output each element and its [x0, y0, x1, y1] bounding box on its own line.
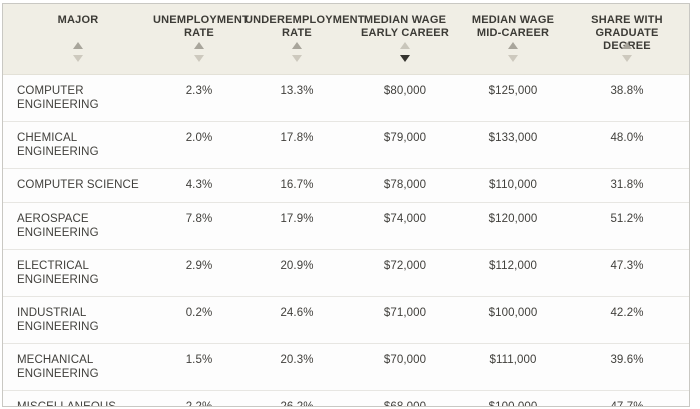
sort-descending-icon[interactable] — [194, 55, 204, 62]
cell-median-wage-early-career: $72,000 — [383, 260, 427, 272]
cell-unemployment-rate: 7.8% — [185, 213, 213, 225]
cell-underemployment-rate: 20.9% — [280, 260, 314, 272]
sort-ascending-icon[interactable] — [73, 42, 83, 49]
sort-descending-icon[interactable] — [400, 55, 410, 62]
column-header-label: UNDEREMPLOYMENT RATE — [245, 14, 365, 39]
cell-underemployment-rate: 17.8% — [280, 132, 314, 144]
cell-median-wage-early-career: $78,000 — [383, 179, 427, 191]
cell-underemployment-rate: 16.7% — [280, 179, 314, 191]
column-header-median-wage-mid-career[interactable]: MEDIAN WAGE MID-CAREER — [461, 4, 565, 74]
column-header-underemployment-rate[interactable]: UNDEREMPLOYMENT RATE — [245, 4, 365, 74]
column-header-label: MAJOR — [57, 14, 99, 26]
table-header-row: MAJOR UNEMPLOYMENT RATE UNDEREMPLOYMENT … — [3, 4, 689, 75]
cell-median-wage-mid-career: $125,000 — [488, 85, 538, 97]
cell-share-with-graduate-degree: 47.7% — [610, 401, 644, 407]
sort-ascending-icon[interactable] — [400, 42, 410, 49]
cell-share-with-graduate-degree: 51.2% — [610, 213, 644, 225]
cell-unemployment-rate: 1.5% — [185, 354, 213, 366]
cell-major: ELECTRICAL ENGINEERING — [17, 260, 99, 286]
cell-share-with-graduate-degree: 31.8% — [610, 179, 644, 191]
table-body: COMPUTER ENGINEERING 2.3% 13.3% $80,000 $125… — [3, 75, 689, 407]
cell-unemployment-rate: 2.3% — [185, 85, 213, 97]
cell-unemployment-rate: 0.2% — [185, 307, 213, 319]
cell-median-wage-mid-career: $120,000 — [488, 213, 538, 225]
cell-median-wage-early-career: $80,000 — [383, 85, 427, 97]
sort-descending-icon[interactable] — [622, 55, 632, 62]
cell-major: MISCELLANEOUS ENGINEERING — [17, 401, 117, 407]
column-header-label: MEDIAN WAGE EARLY CAREER — [361, 14, 449, 39]
cell-share-with-graduate-degree: 38.8% — [610, 85, 644, 97]
column-header-share-with-graduate-degree[interactable]: SHARE WITH GRADUATE DEGREE — [565, 4, 689, 74]
table-row: MECHANICAL ENGINEERING 1.5% 20.3% $70,000 $1… — [3, 343, 689, 390]
cell-unemployment-rate: 2.0% — [185, 132, 213, 144]
column-header-median-wage-early-career[interactable]: MEDIAN WAGE EARLY CAREER — [349, 4, 461, 74]
table-row: COMPUTER ENGINEERING 2.3% 13.3% $80,000 $125… — [3, 75, 689, 121]
sort-descending-icon[interactable] — [73, 55, 83, 62]
cell-median-wage-mid-career: $133,000 — [488, 132, 538, 144]
cell-underemployment-rate: 26.2% — [280, 401, 314, 407]
cell-share-with-graduate-degree: 48.0% — [610, 132, 644, 144]
cell-median-wage-early-career: $71,000 — [383, 307, 427, 319]
cell-unemployment-rate: 2.2% — [185, 401, 213, 407]
cell-major: COMPUTER ENGINEERING — [17, 85, 99, 111]
table-row: ELECTRICAL ENGINEERING 2.9% 20.9% $72,000 $1… — [3, 249, 689, 296]
cell-major: AEROSPACE ENGINEERING — [17, 213, 99, 239]
cell-share-with-graduate-degree: 47.3% — [610, 260, 644, 272]
cell-underemployment-rate: 24.6% — [280, 307, 314, 319]
sort-ascending-icon[interactable] — [194, 42, 204, 49]
sort-ascending-icon[interactable] — [622, 42, 632, 49]
cell-major: COMPUTER SCIENCE — [17, 179, 139, 191]
sort-descending-icon[interactable] — [292, 55, 302, 62]
cell-median-wage-mid-career: $100,000 — [488, 307, 538, 319]
cell-median-wage-early-career: $68,000 — [383, 401, 427, 407]
table-row: CHEMICAL ENGINEERING 2.0% 17.8% $79,000 $133… — [3, 121, 689, 168]
sort-ascending-icon[interactable] — [508, 42, 518, 49]
cell-unemployment-rate: 4.3% — [185, 179, 213, 191]
cell-major: CHEMICAL ENGINEERING — [17, 132, 99, 158]
cell-median-wage-early-career: $74,000 — [383, 213, 427, 225]
cell-share-with-graduate-degree: 42.2% — [610, 307, 644, 319]
table-row: INDUSTRIAL ENGINEERING 0.2% 24.6% $71,000 $1… — [3, 296, 689, 343]
cell-major: INDUSTRIAL ENGINEERING — [17, 307, 99, 333]
sort-ascending-icon[interactable] — [292, 42, 302, 49]
cell-median-wage-mid-career: $111,000 — [489, 354, 537, 366]
column-header-major[interactable]: MAJOR — [3, 4, 153, 74]
column-header-label: MEDIAN WAGE MID-CAREER — [471, 14, 555, 39]
cell-median-wage-early-career: $70,000 — [383, 354, 427, 366]
cell-underemployment-rate: 20.3% — [280, 354, 314, 366]
cell-underemployment-rate: 17.9% — [280, 213, 314, 225]
majors-data-table: MAJOR UNEMPLOYMENT RATE UNDEREMPLOYMENT … — [2, 3, 690, 407]
cell-median-wage-mid-career: $112,000 — [489, 260, 537, 272]
sort-descending-icon[interactable] — [508, 55, 518, 62]
cell-median-wage-mid-career: $100,000 — [488, 401, 538, 407]
cell-underemployment-rate: 13.3% — [280, 85, 314, 97]
table-row: COMPUTER SCIENCE 4.3% 16.7% $78,000 $110,000… — [3, 168, 689, 202]
table-row: AEROSPACE ENGINEERING 7.8% 17.9% $74,000 $12… — [3, 202, 689, 249]
cell-major: MECHANICAL ENGINEERING — [17, 354, 99, 380]
cell-median-wage-early-career: $79,000 — [383, 132, 427, 144]
cell-share-with-graduate-degree: 39.6% — [610, 354, 644, 366]
table-row: MISCELLANEOUS ENGINEERING 2.2% 26.2% $68,00… — [3, 390, 689, 407]
column-header-label: UNEMPLOYMENT RATE — [153, 14, 249, 39]
cell-median-wage-mid-career: $110,000 — [489, 179, 537, 191]
column-header-unemployment-rate[interactable]: UNEMPLOYMENT RATE — [153, 4, 249, 74]
cell-unemployment-rate: 2.9% — [185, 260, 213, 272]
